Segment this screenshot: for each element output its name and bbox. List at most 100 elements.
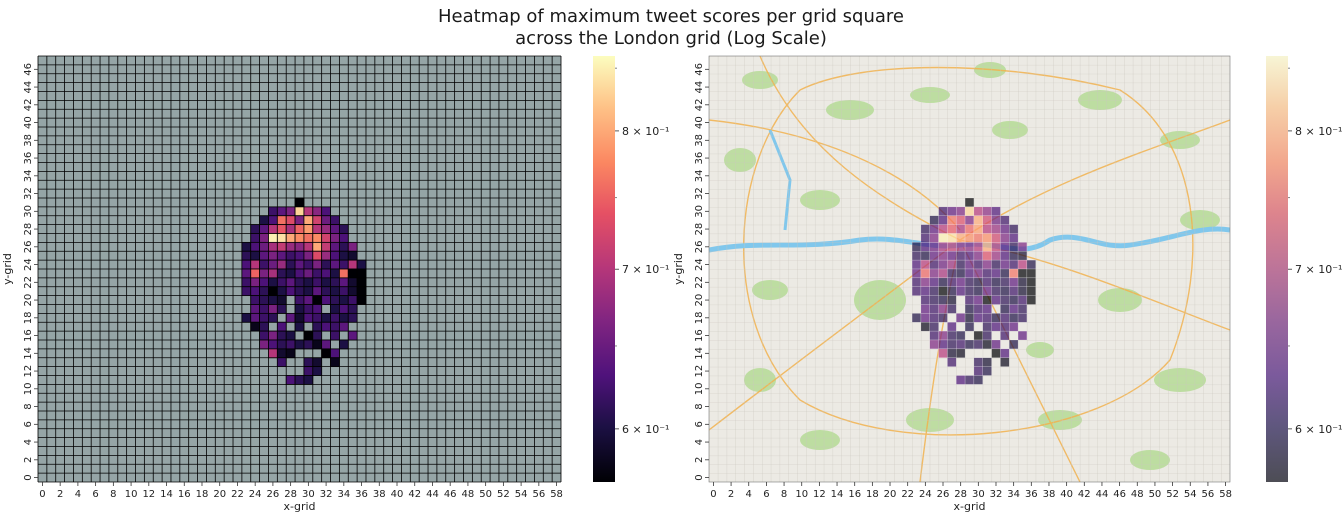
y-tick-label: 22: [694, 276, 705, 289]
heat-cell: [312, 268, 323, 279]
heat-cell: [303, 259, 314, 270]
map-heat-cell: [1017, 242, 1028, 252]
x-tick-label: 38: [373, 489, 386, 500]
map-heat-cell: [938, 330, 948, 341]
heat-cell: [259, 259, 269, 270]
y-tick-label: 18: [23, 311, 34, 324]
map-heat-cell: [964, 313, 975, 323]
heat-cell: [241, 241, 252, 252]
heat-cell: [285, 206, 296, 217]
heat-cell: [347, 241, 358, 252]
map-heat-cell: [1000, 224, 1010, 234]
map-heat-cell: [947, 224, 957, 234]
heat-cell: [330, 321, 340, 332]
heat-cell: [303, 312, 314, 323]
map-heat-cell: [956, 330, 966, 341]
heat-cell: [321, 215, 331, 226]
heat-cell: [241, 250, 252, 261]
map-heat-cell: [964, 251, 975, 261]
map-heat-cell: [938, 224, 948, 234]
heat-cell: [294, 233, 305, 243]
heat-cell: [338, 321, 349, 332]
map-heat-cell: [1009, 251, 1019, 261]
x-axis-label: x-grid: [953, 500, 985, 513]
x-tick-label: 50: [1149, 489, 1162, 500]
map-heat-cell: [1017, 304, 1028, 314]
map-heat-cell: [982, 251, 992, 261]
heat-cell: [321, 241, 331, 252]
map-heat-cell: [973, 206, 983, 216]
map-heat-cell: [1009, 277, 1019, 287]
map-heat-cell: [964, 224, 975, 234]
map-heat-cell: [964, 322, 975, 332]
heat-cell: [330, 357, 340, 368]
heat-cell: [268, 295, 278, 305]
heat-cell: [259, 295, 269, 305]
y-tick-label: 8: [694, 403, 705, 409]
map-heat-cell: [947, 304, 957, 314]
map-heat-cell: [929, 295, 939, 305]
x-tick-label: 38: [1043, 489, 1056, 500]
heat-cell: [312, 304, 323, 314]
y-tick-label: 12: [23, 365, 34, 378]
y-tick-label: 14: [694, 347, 705, 360]
heat-cell: [330, 304, 340, 314]
y-tick-label: 14: [23, 347, 34, 360]
heat-cell: [259, 286, 269, 297]
y-tick-label: 30: [23, 205, 34, 218]
map-heat-cell: [991, 206, 1001, 216]
map-heat-cell: [982, 224, 992, 234]
heat-cell: [285, 339, 296, 350]
heat-cell: [338, 224, 349, 234]
map-heat-cell: [982, 286, 992, 296]
heat-cell: [294, 321, 305, 332]
map-heat-cell: [1000, 215, 1010, 225]
heat-cell: [312, 330, 323, 341]
map-heat-cell: [938, 277, 948, 287]
map-heat-cell: [956, 339, 966, 350]
map-heat-cell: [982, 339, 992, 350]
map-heat-cell: [991, 348, 1001, 358]
map-heat-cell: [964, 259, 975, 270]
heat-cell: [241, 312, 252, 323]
heat-cell: [321, 321, 331, 332]
heat-cell: [303, 206, 314, 217]
map-heat-cell: [973, 330, 983, 341]
map-heat-cell: [1026, 286, 1036, 296]
map-heat-cell: [956, 242, 966, 252]
map-heat-cell: [1009, 313, 1019, 323]
map-heat-cell: [929, 322, 939, 332]
heat-cell: [250, 259, 261, 270]
heat-cell: [294, 241, 305, 252]
map-heat-cell: [947, 215, 957, 225]
map-heat-cell: [991, 215, 1001, 225]
map-heat-cell: [938, 286, 948, 296]
map-heat-cell: [947, 206, 957, 216]
map-heat-cell: [964, 242, 975, 252]
map-heat-cell: [1000, 357, 1010, 367]
x-tick-label: 2: [728, 489, 734, 500]
y-tick-label: 28: [694, 223, 705, 236]
map-heat-cell: [973, 215, 983, 225]
y-tick-label: 8: [23, 403, 34, 409]
heat-cell: [259, 321, 269, 332]
heat-cell: [312, 250, 323, 261]
heat-cell: [250, 312, 261, 323]
heat-cell: [303, 304, 314, 314]
map-heat-cell: [920, 268, 930, 279]
x-tick-label: 24: [919, 489, 932, 500]
x-tick-label: 4: [75, 489, 81, 500]
x-tick-label: 8: [110, 489, 116, 500]
heat-cell: [303, 233, 314, 243]
heat-cell: [285, 286, 296, 297]
map-heat-cell: [973, 224, 983, 234]
map-heat-cell: [964, 233, 975, 243]
colorbar-tick-label: 7 × 10⁻¹: [622, 263, 669, 276]
heat-cell: [321, 224, 331, 234]
heat-cell: [347, 268, 358, 279]
heat-cell: [250, 277, 261, 288]
heat-cell: [259, 268, 269, 279]
x-tick-label: 44: [1096, 489, 1109, 500]
map-heat-cell: [956, 233, 966, 243]
map-heat-cell: [991, 295, 1001, 305]
